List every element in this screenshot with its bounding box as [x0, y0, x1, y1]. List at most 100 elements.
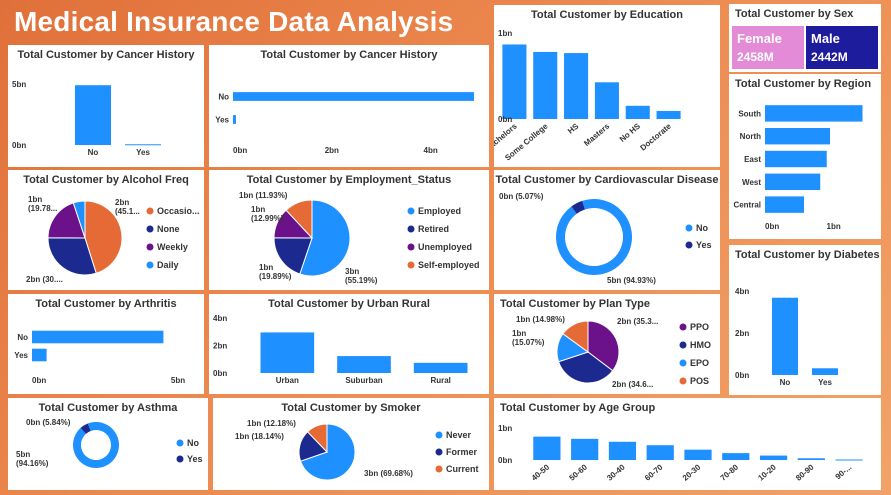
y-tick-label: West — [742, 178, 761, 187]
bar — [608, 441, 637, 460]
legend-label: Self-employed — [418, 260, 480, 270]
x-tick-label: 0bn — [233, 146, 247, 155]
slice — [562, 320, 589, 353]
legend-label: Never — [446, 430, 472, 440]
y-tick-label: 0bn — [498, 456, 512, 465]
female-label: Female — [737, 31, 782, 46]
male-value: 2442M — [811, 50, 848, 64]
slice — [72, 200, 86, 239]
age-card: Total Customer by Age Group 40-50 50-60 30… — [494, 398, 881, 490]
legend-marker — [685, 224, 693, 232]
cardio-card: Total Customer by Cardiovascular Disease… — [494, 170, 720, 290]
card-title: Total Customer by Plan Type — [500, 298, 650, 310]
bar — [502, 44, 527, 119]
female-tile: Female 2458M — [732, 26, 804, 69]
data-label: 1bn (18.14%) — [235, 432, 284, 441]
card-title: Total Customer by Alcohol Freq — [23, 174, 189, 186]
data-label: (94.16%) — [16, 459, 49, 468]
x-tick-label: No HS — [618, 121, 643, 144]
x-tick-label: 4bn — [424, 146, 438, 155]
x-tick-label: 5bn — [171, 376, 185, 385]
legend-label: Daily — [157, 260, 179, 270]
y-tick-label: 0bn — [498, 115, 512, 124]
diabetes-card: Total Customer by Diabetes No Yes 4bn 2bn 0b… — [729, 245, 881, 395]
x-tick-label: Rural — [430, 376, 450, 385]
y-tick-label: Central — [733, 201, 761, 210]
x-tick-label: HS — [566, 121, 581, 135]
legend-label: PPO — [690, 322, 709, 332]
bar — [413, 362, 468, 373]
slice — [84, 200, 123, 274]
bar — [533, 436, 561, 460]
x-tick-label: 70-80 — [719, 462, 741, 482]
bar — [32, 330, 164, 344]
alcohol-card: Total Customer by Alcohol Freq Occasio..… — [8, 170, 204, 290]
bar — [564, 53, 589, 119]
y-tick-label: East — [744, 155, 761, 164]
diabetes-chart: No Yes 4bn 2bn 0bn — [735, 287, 838, 387]
x-tick-label: 50-60 — [567, 462, 589, 482]
slice — [285, 199, 313, 240]
bar — [812, 368, 838, 375]
data-label: 3bn (69.68%) — [364, 469, 413, 478]
legend-label: Yes — [696, 240, 712, 250]
x-tick-label: 1bn — [827, 222, 841, 231]
data-label: 5bn (94.93%) — [607, 276, 656, 285]
legend-marker — [435, 431, 443, 439]
data-label: 1bn (14.98%) — [516, 315, 565, 324]
bar — [765, 105, 863, 122]
y-tick-label: Yes — [14, 351, 28, 360]
x-tick-label: Yes — [818, 378, 832, 387]
legend-label: Yes — [187, 454, 203, 464]
bar — [772, 297, 798, 375]
card-title: Total Customer by Cancer History — [260, 49, 438, 61]
bar — [684, 449, 712, 460]
data-label: 2bn (30.... — [26, 275, 63, 284]
bar — [75, 85, 111, 145]
x-tick-label: 20-30 — [681, 462, 703, 482]
arthritis-card: Total Customer by Arthritis No Yes 0bn 5bn — [8, 294, 204, 394]
legend-marker — [176, 455, 184, 463]
data-label: (15.07%) — [512, 338, 545, 347]
x-tick-label: 40-50 — [530, 462, 552, 482]
y-tick-label: 1bn — [498, 29, 512, 38]
x-tick-label: 90-... — [834, 463, 854, 482]
x-tick-label: 0bn — [32, 376, 46, 385]
legend-label: Employed — [418, 206, 461, 216]
y-tick-label: 0bn — [12, 141, 26, 150]
legend-marker — [407, 243, 415, 251]
employment-card: Total Customer by Employment_Status Empl… — [209, 170, 489, 290]
employment-chart: Employed Retired Unemployed Self-employed 3b… — [239, 191, 480, 285]
legend-marker — [407, 225, 415, 233]
slice — [72, 422, 119, 468]
y-tick-label: North — [740, 132, 761, 141]
card-title: Total Customer by Cancer History — [17, 49, 195, 61]
data-label: 1bn — [28, 195, 42, 204]
legend-marker — [407, 207, 415, 215]
cancer-horizontal-card: Total Customer by Cancer History No Yes 0b… — [209, 45, 489, 167]
plan-card: Total Customer by Plan Type PPO HMO EPO POS… — [494, 294, 720, 394]
bar — [656, 110, 681, 119]
legend-label: None — [157, 224, 180, 234]
legend-label: Weekly — [157, 242, 188, 252]
page-title: Medical Insurance Data Analysis — [14, 6, 454, 37]
bar — [260, 332, 315, 373]
cancer-vertical-card: Total Customer by Cancer History No Yes 5b… — [8, 45, 204, 167]
y-tick-label: 5bn — [12, 80, 26, 89]
slice — [571, 200, 585, 214]
legend-marker — [679, 341, 687, 349]
bar — [533, 51, 558, 119]
legend-marker — [679, 359, 687, 367]
data-label: 0bn (5.07%) — [499, 192, 544, 201]
y-tick-label: 2bn — [735, 329, 749, 338]
card-title: Total Customer by Urban Rural — [268, 298, 430, 310]
card-title: Total Customer by Cardiovascular Disease — [495, 174, 719, 186]
y-tick-label: No — [218, 93, 229, 102]
legend-label: Occasio... — [157, 206, 200, 216]
arthritis-chart: No Yes 0bn 5bn — [14, 330, 185, 385]
y-tick-label: 0bn — [735, 371, 749, 380]
legend-marker — [435, 465, 443, 473]
plan-chart: PPO HMO EPO POS 2bn (35.3... 2bn (34.6... 1bn(… — [512, 315, 711, 389]
card-title: Total Customer by Region — [735, 78, 872, 90]
legend-marker — [679, 323, 687, 331]
